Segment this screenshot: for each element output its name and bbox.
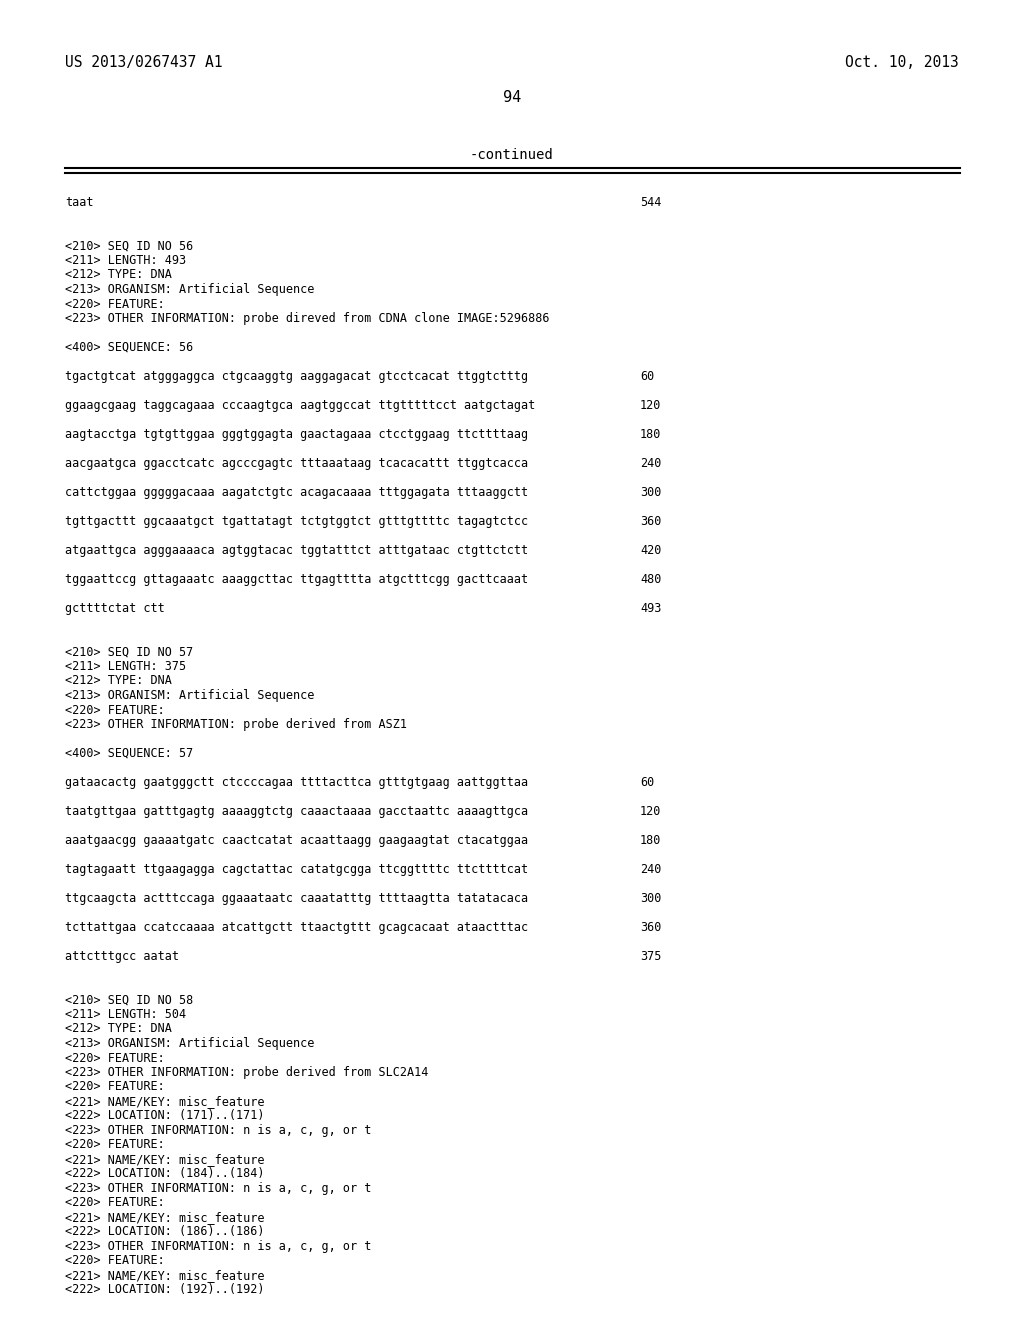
Text: atgaattgca agggaaaaca agtggtacac tggtatttct atttgataac ctgttctctt: atgaattgca agggaaaaca agtggtacac tggtatt… [65, 544, 528, 557]
Text: gcttttctat ctt: gcttttctat ctt [65, 602, 165, 615]
Text: <220> FEATURE:: <220> FEATURE: [65, 1196, 165, 1209]
Text: <212> TYPE: DNA: <212> TYPE: DNA [65, 1023, 172, 1035]
Text: 120: 120 [640, 399, 662, 412]
Text: <223> OTHER INFORMATION: n is a, c, g, or t: <223> OTHER INFORMATION: n is a, c, g, o… [65, 1125, 372, 1137]
Text: <213> ORGANISM: Artificial Sequence: <213> ORGANISM: Artificial Sequence [65, 689, 314, 702]
Text: <222> LOCATION: (186)..(186): <222> LOCATION: (186)..(186) [65, 1225, 264, 1238]
Text: <400> SEQUENCE: 57: <400> SEQUENCE: 57 [65, 747, 194, 760]
Text: <220> FEATURE:: <220> FEATURE: [65, 1138, 165, 1151]
Text: 420: 420 [640, 544, 662, 557]
Text: <213> ORGANISM: Artificial Sequence: <213> ORGANISM: Artificial Sequence [65, 1038, 314, 1049]
Text: 180: 180 [640, 428, 662, 441]
Text: taatgttgaa gatttgagtg aaaaggtctg caaactaaaa gacctaattc aaaagttgca: taatgttgaa gatttgagtg aaaaggtctg caaacta… [65, 805, 528, 818]
Text: -continued: -continued [470, 148, 554, 162]
Text: tcttattgaa ccatccaaaa atcattgctt ttaactgttt gcagcacaat ataactttac: tcttattgaa ccatccaaaa atcattgctt ttaactg… [65, 921, 528, 935]
Text: <221> NAME/KEY: misc_feature: <221> NAME/KEY: misc_feature [65, 1210, 264, 1224]
Text: 240: 240 [640, 457, 662, 470]
Text: 180: 180 [640, 834, 662, 847]
Text: attctttgcc aatat: attctttgcc aatat [65, 950, 179, 964]
Text: <220> FEATURE:: <220> FEATURE: [65, 297, 165, 310]
Text: 544: 544 [640, 195, 662, 209]
Text: cattctggaa gggggacaaa aagatctgtc acagacaaaa tttggagata tttaaggctt: cattctggaa gggggacaaa aagatctgtc acagaca… [65, 486, 528, 499]
Text: <223> OTHER INFORMATION: n is a, c, g, or t: <223> OTHER INFORMATION: n is a, c, g, o… [65, 1181, 372, 1195]
Text: 375: 375 [640, 950, 662, 964]
Text: 240: 240 [640, 863, 662, 876]
Text: <213> ORGANISM: Artificial Sequence: <213> ORGANISM: Artificial Sequence [65, 282, 314, 296]
Text: <223> OTHER INFORMATION: probe derived from SLC2A14: <223> OTHER INFORMATION: probe derived f… [65, 1067, 428, 1078]
Text: <220> FEATURE:: <220> FEATURE: [65, 1081, 165, 1093]
Text: <210> SEQ ID NO 57: <210> SEQ ID NO 57 [65, 645, 194, 659]
Text: 60: 60 [640, 370, 654, 383]
Text: 60: 60 [640, 776, 654, 789]
Text: <210> SEQ ID NO 58: <210> SEQ ID NO 58 [65, 994, 194, 1006]
Text: 300: 300 [640, 486, 662, 499]
Text: <211> LENGTH: 504: <211> LENGTH: 504 [65, 1008, 186, 1020]
Text: 300: 300 [640, 892, 662, 906]
Text: <220> FEATURE:: <220> FEATURE: [65, 1052, 165, 1064]
Text: <223> OTHER INFORMATION: probe derived from ASZ1: <223> OTHER INFORMATION: probe derived f… [65, 718, 407, 731]
Text: <212> TYPE: DNA: <212> TYPE: DNA [65, 675, 172, 688]
Text: <222> LOCATION: (192)..(192): <222> LOCATION: (192)..(192) [65, 1283, 264, 1296]
Text: <220> FEATURE:: <220> FEATURE: [65, 1254, 165, 1267]
Text: 360: 360 [640, 515, 662, 528]
Text: 360: 360 [640, 921, 662, 935]
Text: <220> FEATURE:: <220> FEATURE: [65, 704, 165, 717]
Text: gataacactg gaatgggctt ctccccagaa ttttacttca gtttgtgaag aattggttaa: gataacactg gaatgggctt ctccccagaa ttttact… [65, 776, 528, 789]
Text: <222> LOCATION: (184)..(184): <222> LOCATION: (184)..(184) [65, 1167, 264, 1180]
Text: ggaagcgaag taggcagaaa cccaagtgca aagtggccat ttgtttttcct aatgctagat: ggaagcgaag taggcagaaa cccaagtgca aagtggc… [65, 399, 536, 412]
Text: <221> NAME/KEY: misc_feature: <221> NAME/KEY: misc_feature [65, 1152, 264, 1166]
Text: aaatgaacgg gaaaatgatc caactcatat acaattaagg gaagaagtat ctacatggaa: aaatgaacgg gaaaatgatc caactcatat acaatta… [65, 834, 528, 847]
Text: <223> OTHER INFORMATION: probe direved from CDNA clone IMAGE:5296886: <223> OTHER INFORMATION: probe direved f… [65, 312, 550, 325]
Text: <221> NAME/KEY: misc_feature: <221> NAME/KEY: misc_feature [65, 1269, 264, 1282]
Text: <211> LENGTH: 493: <211> LENGTH: 493 [65, 253, 186, 267]
Text: <212> TYPE: DNA: <212> TYPE: DNA [65, 268, 172, 281]
Text: Oct. 10, 2013: Oct. 10, 2013 [845, 55, 959, 70]
Text: aagtacctga tgtgttggaa gggtggagta gaactagaaa ctcctggaag ttcttttaag: aagtacctga tgtgttggaa gggtggagta gaactag… [65, 428, 528, 441]
Text: <400> SEQUENCE: 56: <400> SEQUENCE: 56 [65, 341, 194, 354]
Text: 480: 480 [640, 573, 662, 586]
Text: <223> OTHER INFORMATION: n is a, c, g, or t: <223> OTHER INFORMATION: n is a, c, g, o… [65, 1239, 372, 1253]
Text: ttgcaagcta actttccaga ggaaataatc caaatatttg ttttaagtta tatatacaca: ttgcaagcta actttccaga ggaaataatc caaatat… [65, 892, 528, 906]
Text: 493: 493 [640, 602, 662, 615]
Text: US 2013/0267437 A1: US 2013/0267437 A1 [65, 55, 222, 70]
Text: taat: taat [65, 195, 93, 209]
Text: <211> LENGTH: 375: <211> LENGTH: 375 [65, 660, 186, 673]
Text: <222> LOCATION: (171)..(171): <222> LOCATION: (171)..(171) [65, 1110, 264, 1122]
Text: tggaattccg gttagaaatc aaaggcttac ttgagtttta atgctttcgg gacttcaaat: tggaattccg gttagaaatc aaaggcttac ttgagtt… [65, 573, 528, 586]
Text: tagtagaatt ttgaagagga cagctattac catatgcgga ttcggttttc ttcttttcat: tagtagaatt ttgaagagga cagctattac catatgc… [65, 863, 528, 876]
Text: <221> NAME/KEY: misc_feature: <221> NAME/KEY: misc_feature [65, 1096, 264, 1107]
Text: tgactgtcat atgggaggca ctgcaaggtg aaggagacat gtcctcacat ttggtctttg: tgactgtcat atgggaggca ctgcaaggtg aaggaga… [65, 370, 528, 383]
Text: 120: 120 [640, 805, 662, 818]
Text: <210> SEQ ID NO 56: <210> SEQ ID NO 56 [65, 239, 194, 252]
Text: 94: 94 [503, 90, 521, 106]
Text: aacgaatgca ggacctcatc agcccgagtc tttaaataag tcacacattt ttggtcacca: aacgaatgca ggacctcatc agcccgagtc tttaaat… [65, 457, 528, 470]
Text: tgttgacttt ggcaaatgct tgattatagt tctgtggtct gtttgttttc tagagtctcc: tgttgacttt ggcaaatgct tgattatagt tctgtgg… [65, 515, 528, 528]
